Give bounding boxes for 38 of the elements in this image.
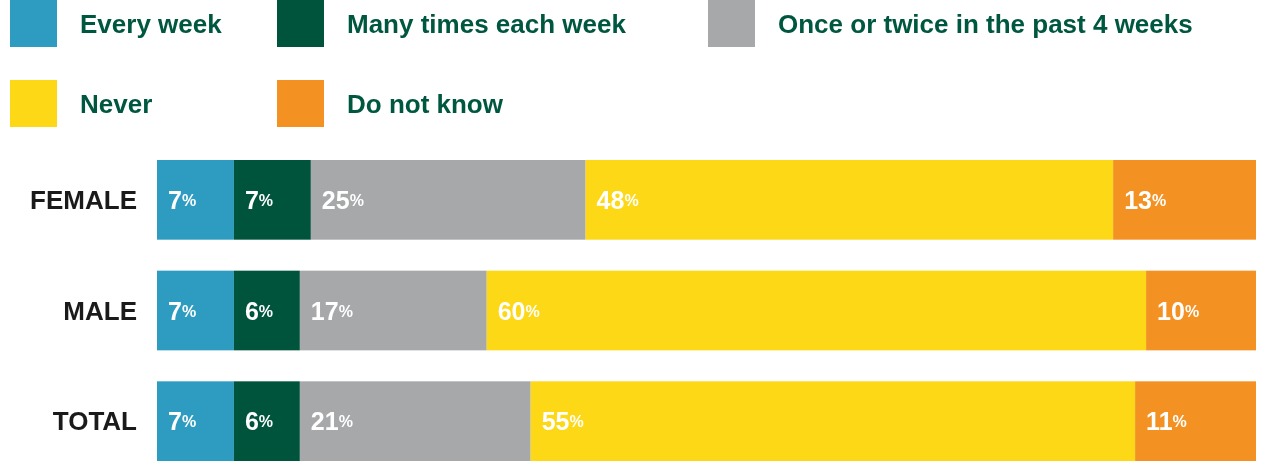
data-label: 7% [244, 185, 274, 214]
bar [530, 381, 1136, 461]
data-label: 55% [541, 407, 584, 436]
bar [233, 381, 300, 461]
data-label: 10% [1157, 296, 1200, 325]
data-label: 17% [310, 296, 353, 325]
bar [299, 270, 487, 351]
data-label: 11% [1146, 407, 1187, 436]
bar [233, 270, 300, 351]
data-label: 7% [168, 296, 197, 325]
y-tick-label: MALE [63, 295, 137, 326]
bar [299, 381, 531, 461]
data-label: 13% [1124, 185, 1167, 214]
legend-label: Once or twice in the past 4 weeks [778, 9, 1193, 39]
bar [310, 160, 586, 240]
bar [1146, 270, 1256, 351]
data-label: 6% [244, 296, 274, 325]
y-tick-label: FEMALE [30, 184, 137, 215]
legend-label: Many times each week [347, 9, 627, 39]
legend-label: Every week [80, 9, 223, 39]
data-label: 25% [321, 185, 364, 214]
legend-label: Never [80, 89, 153, 119]
data-label: 7% [168, 185, 197, 214]
bar [233, 160, 311, 240]
y-tick-label: TOTAL [52, 406, 138, 437]
data-label: 7% [168, 407, 197, 436]
bar [585, 160, 1114, 240]
data-label: 48% [596, 185, 639, 214]
bar [1113, 160, 1256, 240]
bar [157, 160, 234, 240]
data-label: 21% [310, 407, 353, 436]
bar [157, 270, 234, 351]
bar [486, 270, 1147, 351]
bar [1135, 381, 1256, 461]
bar [157, 381, 234, 461]
data-label: 6% [244, 407, 274, 436]
data-label: 60% [497, 296, 540, 325]
legend-label: Do not know [347, 89, 504, 119]
